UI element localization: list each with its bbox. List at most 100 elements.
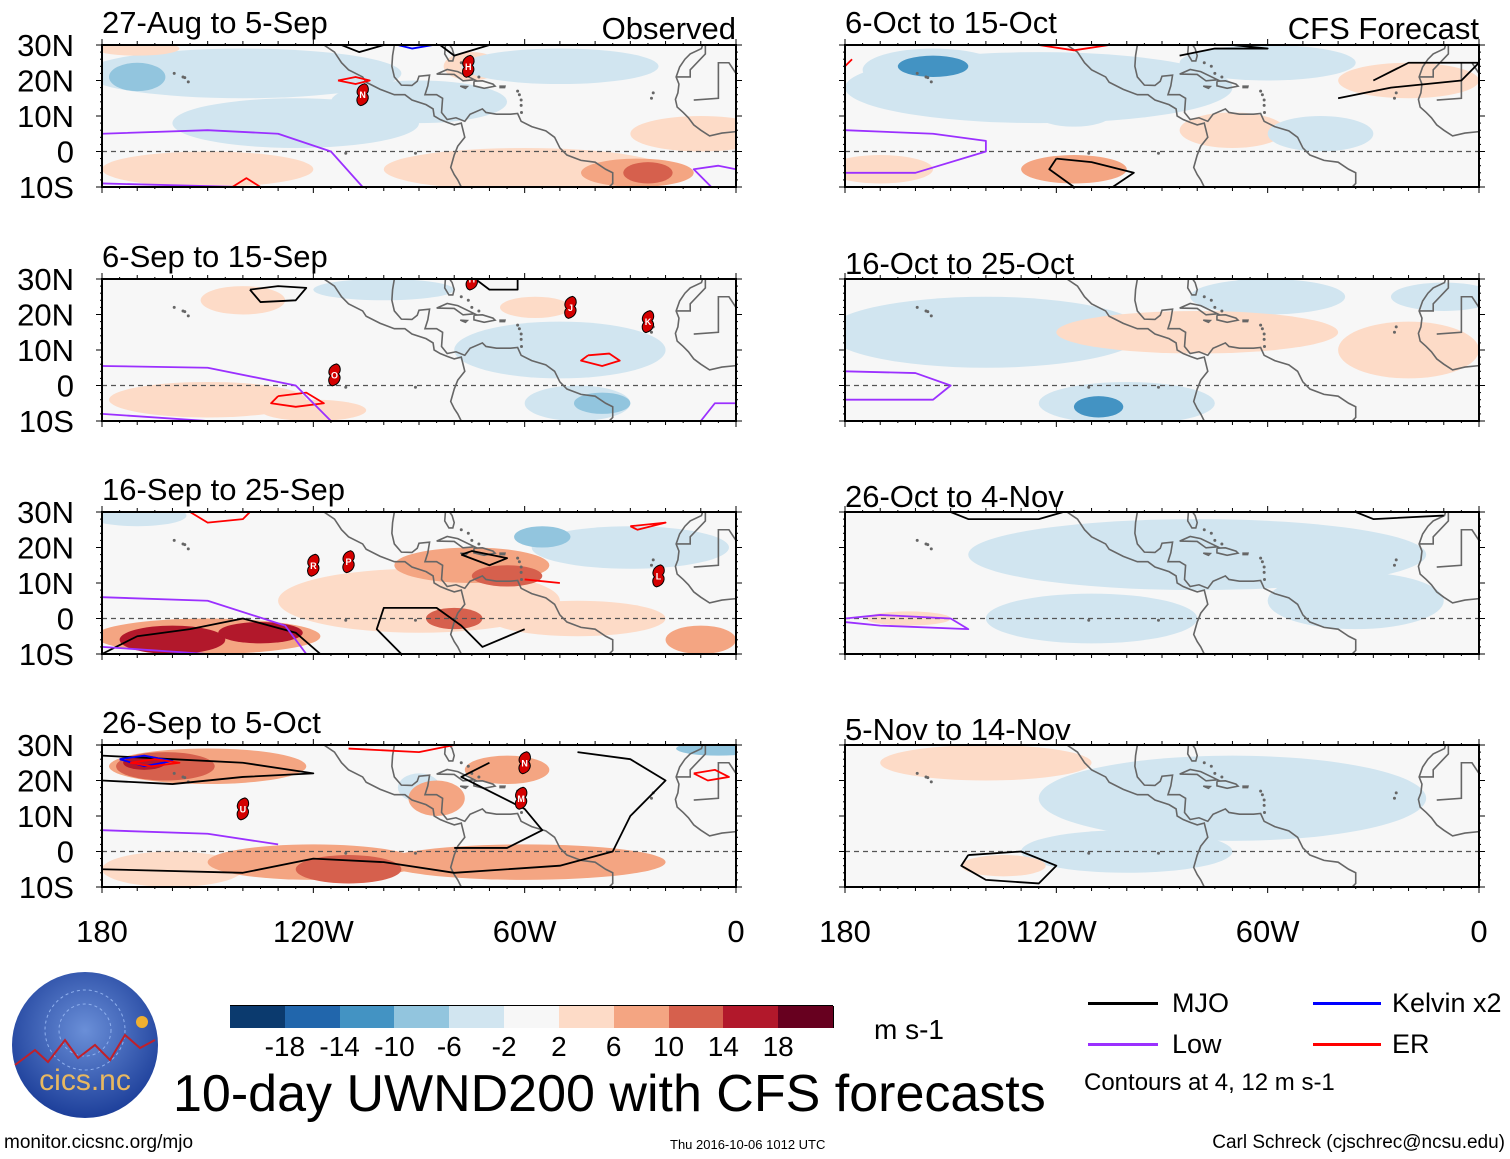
lat-label: 10N [17,799,74,834]
island [1262,103,1266,107]
storm-label: H [469,275,476,285]
westerly-anomaly-shading [665,625,736,654]
er-contour [189,512,251,524]
coastline [459,85,470,90]
tropical-cyclone-marker: H [465,275,478,291]
island [1209,531,1213,535]
island [1259,556,1263,560]
storm-icon [514,786,528,810]
island [1394,791,1398,795]
island [413,385,417,389]
westerly-anomaly-shading [102,151,314,187]
island [477,309,481,313]
coastline [443,279,456,296]
mjo-contour [102,751,667,874]
westerly-anomaly-shading [218,622,303,644]
island [344,618,348,622]
easterly-anomaly-shading [1038,105,1110,127]
island [344,151,348,155]
island [1392,796,1396,800]
storm-label: J [568,303,573,313]
island [466,298,470,302]
storm-label: K [645,317,652,327]
easterly-anomaly-shading [897,55,969,77]
island [1213,71,1217,75]
island [1262,810,1266,814]
island [1262,565,1266,569]
island [1213,305,1217,309]
lat-label: 20N [17,298,74,333]
island [172,771,176,775]
coastline [676,279,707,312]
storm-icon [307,553,320,577]
island [1087,618,1091,622]
storm-icon [356,83,369,107]
coastline [1186,512,1199,529]
mjo-contour [460,550,508,567]
storm-label: H [465,62,472,72]
island [1262,344,1266,348]
er-contour [337,76,371,85]
legend-low-line [1088,1043,1158,1046]
lat-label: 10S [19,170,74,205]
storm-label: R [310,561,317,571]
island [915,71,919,75]
easterly-anomaly-shading [1038,755,1427,841]
island [1213,771,1217,775]
coastline [459,319,470,324]
island [926,310,930,314]
coastline [1419,45,1450,78]
er-contour [348,745,455,753]
kelvin-contour [397,45,434,50]
island [1262,332,1266,336]
legend-mjo-line [1088,1002,1158,1005]
mjo-contour [1337,61,1479,100]
coastline [499,552,506,556]
coastline [693,295,736,335]
island [1202,295,1206,299]
mjo-contour [341,45,385,53]
island [651,558,655,562]
er-contour [580,352,621,367]
mjo-contour [960,850,1058,885]
island [344,851,348,855]
mjo-contour [454,761,544,849]
easterly-anomaly-shading [968,519,1427,591]
lat-label: 20N [17,764,74,799]
island [1262,337,1266,341]
island [172,538,176,542]
easterly-anomaly-shading [1038,381,1215,421]
low-contour [102,129,364,187]
island [413,851,417,855]
coastline [1216,80,1240,90]
island [649,96,653,100]
island [466,764,470,768]
lat-label: 20N [17,531,74,566]
lat-label: 10S [19,637,74,672]
island [1087,385,1091,389]
tropical-cyclone-marker: N [356,83,369,107]
low-contour [845,129,987,174]
island [186,314,190,318]
coastline [1417,512,1479,604]
colorbar-units: m s-1 [874,1014,944,1045]
er-contour [693,768,730,782]
island [1260,93,1264,97]
lon-label: 120W [1016,914,1098,949]
er-contour [1038,45,1110,52]
colorbar-tick-label: -10 [374,1031,415,1062]
coastline [436,302,478,316]
island [1202,761,1206,765]
panel-title: 26-Oct to 4-Nov [845,479,1064,514]
tropical-cyclone-marker: J [564,295,577,319]
island [1262,98,1266,102]
lat-label: 10N [17,99,74,134]
storm-icon [236,797,250,821]
low-contour [845,614,970,631]
easterly-anomaly-shading [1179,45,1356,81]
coastline [674,279,736,371]
